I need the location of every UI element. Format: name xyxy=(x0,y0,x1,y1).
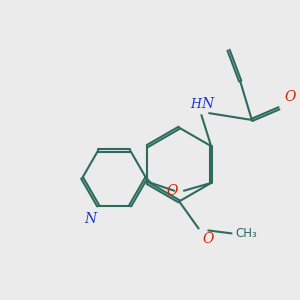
Text: N: N xyxy=(201,97,213,111)
Text: O: O xyxy=(202,232,214,246)
Text: CH₃: CH₃ xyxy=(236,227,257,240)
Text: H: H xyxy=(190,98,201,111)
Text: N: N xyxy=(84,212,97,226)
Text: O: O xyxy=(167,184,178,198)
Text: O: O xyxy=(285,90,296,104)
